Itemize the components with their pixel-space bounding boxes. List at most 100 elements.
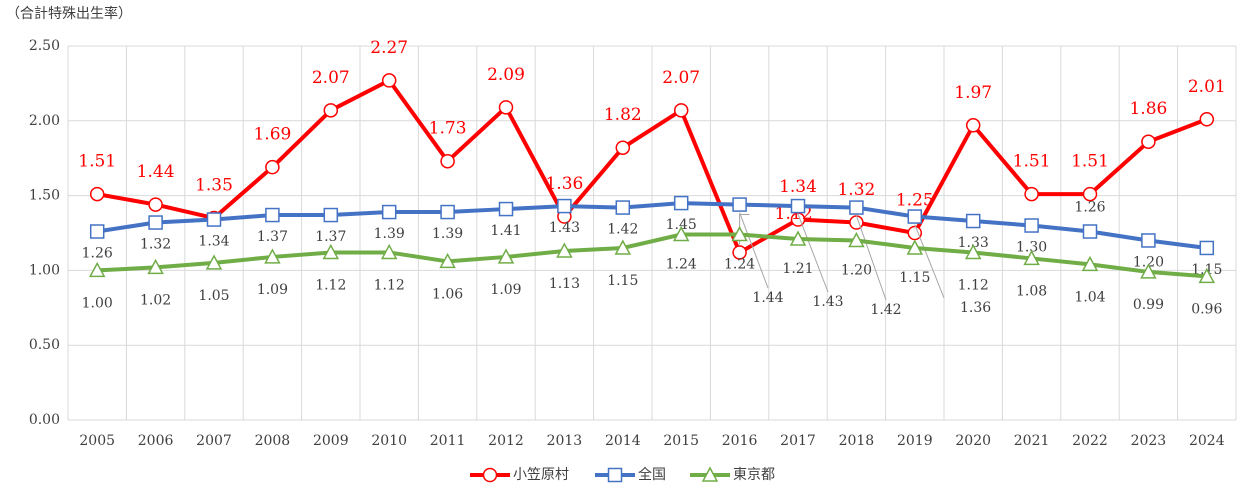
point-marker bbox=[673, 103, 689, 118]
point-marker bbox=[206, 212, 222, 227]
y-tick-label: 0.00 bbox=[29, 412, 60, 428]
series-line bbox=[97, 232, 1207, 279]
data-label: 2.01 bbox=[1188, 77, 1226, 97]
data-label: 1.36 bbox=[545, 174, 583, 194]
x-tick-label: 2024 bbox=[1189, 433, 1225, 449]
point-marker bbox=[380, 243, 398, 260]
data-label: 1.04 bbox=[1074, 289, 1105, 305]
data-label: 2.07 bbox=[312, 68, 350, 88]
x-tick-label: 2023 bbox=[1131, 433, 1167, 449]
point-marker bbox=[1198, 267, 1216, 284]
x-tick-label: 2022 bbox=[1072, 433, 1108, 449]
legend-marker bbox=[482, 467, 498, 483]
data-label: 1.13 bbox=[549, 276, 580, 292]
point-marker bbox=[615, 140, 631, 155]
point-marker bbox=[440, 204, 455, 220]
data-label: 1.51 bbox=[1013, 152, 1051, 172]
x-tick-label: 2009 bbox=[313, 433, 349, 449]
legend-label: 東京都 bbox=[733, 467, 775, 483]
y-tick-label: 1.50 bbox=[29, 188, 60, 204]
data-label: 1.44 bbox=[752, 290, 783, 306]
data-label: 1.42 bbox=[870, 302, 901, 318]
data-label: 1.25 bbox=[896, 191, 934, 211]
data-label: 1.02 bbox=[140, 292, 171, 308]
data-label: 1.12 bbox=[374, 277, 405, 293]
point-marker bbox=[205, 254, 223, 270]
x-tick-label: 2018 bbox=[839, 433, 875, 449]
point-marker bbox=[965, 118, 981, 133]
data-label: 1.08 bbox=[1016, 283, 1047, 299]
point-marker bbox=[498, 100, 514, 115]
point-marker bbox=[732, 245, 747, 260]
y-axis-label: （合計特殊出生率） bbox=[6, 5, 132, 22]
data-label: 1.05 bbox=[198, 288, 229, 304]
legend-marker bbox=[701, 466, 719, 482]
point-marker bbox=[440, 153, 455, 169]
point-marker bbox=[790, 198, 806, 214]
point-marker bbox=[148, 197, 163, 212]
legend-label: 小笠原村 bbox=[513, 467, 569, 483]
x-tick-label: 2010 bbox=[371, 433, 407, 449]
x-tick-label: 2016 bbox=[722, 433, 758, 449]
y-tick-label: 2.50 bbox=[29, 38, 60, 54]
data-label: 1.26 bbox=[1074, 200, 1105, 216]
point-marker bbox=[1141, 233, 1156, 248]
data-label: 1.51 bbox=[78, 152, 116, 172]
data-label: 1.82 bbox=[604, 105, 642, 125]
data-label: 1.21 bbox=[782, 261, 813, 277]
data-label: 1.36 bbox=[960, 300, 991, 316]
point-marker bbox=[89, 186, 105, 202]
data-label: 1.09 bbox=[490, 282, 521, 298]
point-marker bbox=[265, 207, 280, 223]
point-marker bbox=[264, 248, 281, 264]
point-marker bbox=[1082, 224, 1098, 239]
data-label: 2.09 bbox=[487, 65, 525, 85]
y-tick-label: 0.50 bbox=[29, 337, 60, 353]
point-marker bbox=[848, 231, 865, 248]
data-label: 1.45 bbox=[666, 217, 697, 233]
data-label: 1.73 bbox=[429, 119, 467, 139]
point-marker bbox=[1023, 249, 1040, 266]
point-marker bbox=[556, 242, 573, 258]
data-label: 1.15 bbox=[899, 270, 930, 286]
point-marker bbox=[265, 159, 280, 175]
x-tick-label: 2005 bbox=[79, 433, 115, 449]
leader-line bbox=[739, 212, 769, 289]
point-marker bbox=[322, 243, 340, 260]
data-label: 1.24 bbox=[724, 256, 755, 272]
point-marker bbox=[965, 213, 981, 229]
legend-marker bbox=[607, 467, 623, 483]
point-marker bbox=[789, 230, 807, 246]
x-tick-label: 2020 bbox=[955, 433, 991, 449]
data-label: 1.24 bbox=[666, 256, 697, 272]
data-label: 1.35 bbox=[195, 176, 233, 196]
data-label: 1.30 bbox=[1016, 240, 1047, 256]
point-marker bbox=[381, 204, 397, 220]
point-marker bbox=[1082, 186, 1098, 202]
data-label: 1.86 bbox=[1129, 99, 1167, 119]
point-marker bbox=[148, 215, 163, 230]
data-label: 1.37 bbox=[257, 229, 288, 245]
data-label: 1.12 bbox=[315, 277, 346, 293]
data-label: 1.20 bbox=[841, 262, 872, 278]
data-label: 1.15 bbox=[607, 273, 638, 289]
data-label: 1.20 bbox=[1133, 254, 1164, 270]
data-label: 1.69 bbox=[253, 125, 291, 145]
x-tick-label: 2017 bbox=[780, 433, 816, 449]
point-marker bbox=[147, 258, 164, 275]
point-marker bbox=[907, 225, 923, 241]
point-marker bbox=[614, 239, 632, 255]
x-tick-label: 2015 bbox=[663, 433, 699, 449]
y-tick-label: 1.00 bbox=[29, 262, 60, 278]
point-marker bbox=[673, 195, 689, 211]
data-label: 1.44 bbox=[137, 162, 175, 182]
data-label: 1.43 bbox=[549, 220, 580, 236]
leader-line bbox=[797, 213, 829, 293]
point-marker bbox=[1141, 134, 1156, 149]
data-label: 1.32 bbox=[837, 180, 875, 200]
x-tick-label: 2014 bbox=[605, 433, 641, 449]
x-tick-label: 2008 bbox=[255, 433, 291, 449]
data-label: 1.97 bbox=[954, 83, 992, 103]
point-marker bbox=[557, 198, 572, 214]
